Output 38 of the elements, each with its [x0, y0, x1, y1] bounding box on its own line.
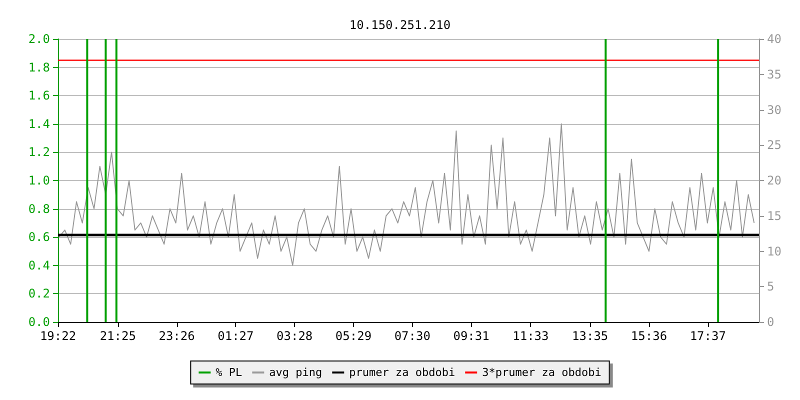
y2-tick-label: 15: [767, 208, 782, 223]
legend-label: % PL: [216, 366, 243, 379]
y-tick-label: 1.0: [28, 174, 50, 188]
y2-tick-label: 25: [767, 138, 782, 152]
x-tick-label: 01:27: [218, 329, 254, 343]
y2-tick-label: 10: [767, 244, 782, 258]
x-tick-label: 23:26: [158, 329, 195, 343]
x-tick-label: 07:30: [394, 329, 430, 343]
y-tick-label: 0.4: [28, 258, 50, 272]
legend-label: avg ping: [269, 366, 322, 379]
x-tick-label: 05:29: [335, 329, 372, 343]
x-tick-label: 11:33: [512, 329, 549, 343]
x-tick-label: 03:28: [276, 329, 313, 343]
y2-tick-label: 35: [767, 67, 782, 82]
y2-tick-label: 30: [767, 102, 782, 117]
y-tick-label: 0.6: [28, 230, 50, 244]
y-tick-label: 1.4: [28, 116, 50, 131]
y2-tick-label: 20: [767, 174, 782, 188]
y-tick-label: 2.0: [28, 32, 50, 46]
x-tick-label: 15:36: [630, 329, 668, 343]
line-series: [58, 123, 755, 266]
x-tick-label: 13:35: [572, 329, 608, 343]
y-tick-label: 1.8: [28, 60, 50, 74]
chart-title: 10.150.251.210: [349, 18, 451, 32]
y2-tick-label: 0: [767, 315, 774, 329]
y2-tick-label: 5: [767, 280, 774, 294]
legend-label: prumer za obdobi: [349, 366, 456, 379]
x-tick-label: 09:31: [453, 329, 490, 343]
legend-label: 3*prumer za obdobi: [482, 366, 602, 379]
x-tick-label: 19:22: [40, 329, 76, 343]
y-tick-label: 1.6: [28, 88, 50, 103]
y-tick-label: 0.2: [28, 286, 50, 301]
y-tick-label: 0.0: [28, 315, 50, 329]
y-tick-label: 1.2: [28, 145, 50, 160]
x-tick-label: 21:25: [100, 329, 136, 343]
y-tick-label: 0.8: [28, 202, 50, 216]
y2-tick-label: 40: [767, 32, 782, 46]
x-tick-label: 17:37: [690, 329, 726, 343]
